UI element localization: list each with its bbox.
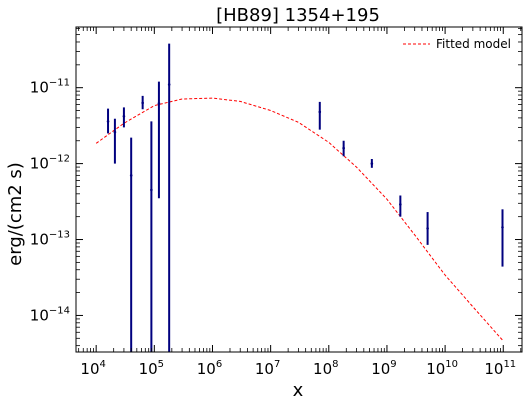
legend: Fitted model [403, 37, 511, 51]
x-tick-exponent: 5 [158, 359, 164, 370]
y-tick-base: 10 [30, 155, 49, 173]
data-point [141, 101, 144, 105]
x-tick-label: 104 [80, 359, 105, 378]
fitted-model-layer [95, 97, 504, 342]
data-point [150, 188, 153, 192]
x-tick-base: 10 [484, 360, 503, 378]
data-points-layer [106, 43, 504, 352]
x-tick-base: 10 [80, 360, 99, 378]
data-point [157, 102, 161, 105]
data-point [399, 203, 402, 206]
data-point [501, 225, 504, 229]
x-tick-labels: 104 105 106 107 108 109 1010 1011 [80, 359, 516, 378]
data-point [167, 83, 171, 86]
x-tick-label: 1011 [484, 359, 516, 378]
x-tick-label: 107 [255, 359, 280, 378]
y-axis-label: erg/(cm2 s) [5, 162, 26, 266]
y-tick-base: 10 [30, 306, 49, 324]
y-tick-exponent: −12 [49, 154, 70, 165]
x-tick-exponent: 11 [503, 359, 516, 370]
data-point [426, 227, 429, 230]
data-point [122, 114, 126, 118]
x-tick-label: 109 [371, 359, 396, 378]
x-tick-base: 10 [426, 360, 445, 378]
x-tick-label: 105 [139, 359, 164, 378]
x-tick-label: 108 [313, 359, 338, 378]
x-tick-label: 1010 [426, 359, 458, 378]
x-tick-base: 10 [255, 360, 274, 378]
x-tick-exponent: 8 [332, 359, 338, 370]
data-point [318, 110, 322, 114]
x-tick-label: 106 [197, 359, 222, 378]
x-tick-base: 10 [313, 360, 332, 378]
ticks-layer [76, 27, 522, 352]
y-tick-base: 10 [30, 231, 49, 249]
x-tick-exponent: 10 [445, 359, 458, 370]
y-tick-exponent: −13 [49, 230, 70, 241]
data-point [370, 162, 374, 165]
y-tick-base: 10 [30, 79, 49, 97]
data-point [106, 120, 110, 123]
x-tick-base: 10 [139, 360, 158, 378]
y-tick-exponent: −11 [49, 78, 70, 89]
chart-title: [HB89] 1354+195 [216, 5, 380, 26]
data-point [129, 174, 133, 177]
x-tick-base: 10 [197, 360, 216, 378]
x-tick-base: 10 [371, 360, 390, 378]
y-tick-exponent: −14 [49, 305, 70, 316]
y-tick-label: 10−11 [30, 78, 70, 97]
legend-label-fitted-model: Fitted model [436, 37, 511, 51]
y-tick-label: 10−13 [30, 230, 70, 249]
x-tick-exponent: 9 [390, 359, 396, 370]
x-tick-exponent: 6 [216, 359, 222, 370]
x-axis-label: x [293, 380, 304, 401]
y-tick-label: 10−12 [30, 154, 70, 173]
plot-frame [75, 26, 523, 353]
x-tick-exponent: 4 [100, 359, 106, 370]
data-point [113, 130, 117, 134]
y-tick-label: 10−14 [30, 305, 70, 324]
fitted-model-line [95, 97, 504, 342]
data-point [342, 146, 345, 150]
x-tick-exponent: 7 [274, 359, 280, 370]
